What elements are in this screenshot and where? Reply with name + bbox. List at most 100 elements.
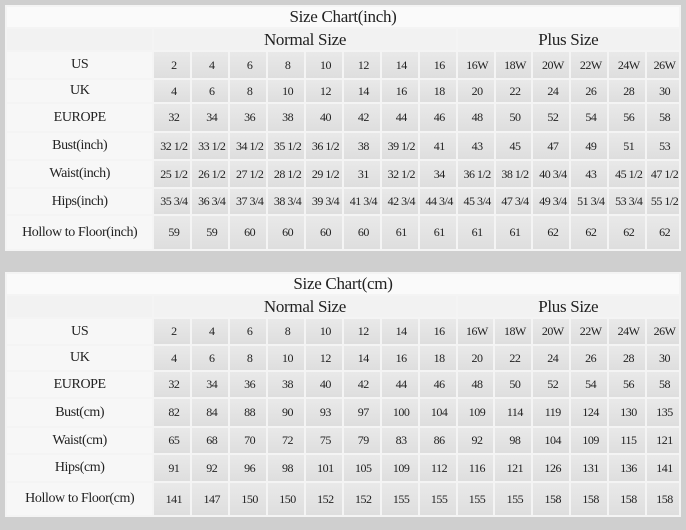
size-value-cell: 61 bbox=[455, 214, 496, 251]
size-value-cell: 158 bbox=[531, 481, 572, 517]
table-row: Hips(inch) 35 3/4 36 3/4 37 3/4 38 3/4 39 3/4… bbox=[4, 187, 681, 216]
size-value-cell: 52 bbox=[531, 102, 572, 133]
row-label: Hollow to Floor(cm) bbox=[4, 481, 155, 517]
size-value-cell: 155 bbox=[417, 481, 458, 517]
size-value-cell: 16 bbox=[379, 344, 420, 372]
size-value-cell: 52 bbox=[531, 370, 572, 399]
size-value-cell: 22 bbox=[493, 78, 534, 104]
size-value-cell: 54 bbox=[569, 370, 610, 399]
size-value-cell: 16W bbox=[455, 317, 496, 346]
size-value-cell: 60 bbox=[304, 214, 344, 251]
size-value-cell: 36 1/2 bbox=[455, 159, 496, 189]
size-value-cell: 31 bbox=[341, 159, 382, 189]
size-value-cell: 18 bbox=[417, 78, 458, 104]
size-value-cell: 82 bbox=[152, 397, 193, 428]
size-chart-inch-table: Size Chart(inch) Normal Size Plus Size US 2 4… bbox=[4, 5, 682, 251]
size-value-cell: 72 bbox=[266, 426, 306, 455]
row-label: EUROPE bbox=[4, 370, 155, 399]
size-value-cell: 124 bbox=[569, 397, 610, 428]
table-row: EUROPE 32 34 36 38 40 42 44 46 48 50 52 54 56 58 bbox=[4, 370, 682, 399]
group-plus-size: Plus Size bbox=[455, 294, 682, 319]
size-value-cell: 62 bbox=[569, 214, 610, 251]
size-value-cell: 68 bbox=[190, 426, 231, 455]
table-row: Bust(inch) 32 1/2 33 1/2 34 1/2 35 1/2 36 1/2… bbox=[4, 131, 681, 161]
size-value-cell: 109 bbox=[455, 397, 496, 428]
size-value-cell: 40 bbox=[304, 102, 344, 133]
size-value-cell: 155 bbox=[455, 481, 496, 517]
size-value-cell: 8 bbox=[266, 50, 307, 80]
size-value-cell: 61 bbox=[379, 214, 420, 251]
group-plus-size: Plus Size bbox=[455, 27, 682, 52]
row-label: Waist(inch) bbox=[4, 159, 155, 189]
size-value-cell: 60 bbox=[228, 214, 269, 251]
blank-header-cell bbox=[4, 294, 155, 319]
size-value-cell: 62 bbox=[531, 214, 572, 251]
size-value-cell: 50 bbox=[493, 102, 534, 133]
size-value-cell: 158 bbox=[644, 481, 682, 517]
size-value-cell: 12 bbox=[303, 344, 344, 372]
size-value-cell: 40 3/4 bbox=[531, 159, 572, 189]
size-value-cell: 16 bbox=[417, 317, 458, 346]
size-value-cell: 42 bbox=[341, 370, 382, 399]
size-value-cell: 30 bbox=[645, 78, 681, 104]
size-value-cell: 6 bbox=[190, 78, 231, 104]
size-value-cell: 47 1/2 bbox=[645, 159, 681, 189]
size-value-cell: 155 bbox=[379, 481, 420, 517]
size-value-cell: 116 bbox=[455, 453, 496, 483]
size-value-cell: 131 bbox=[569, 453, 610, 483]
size-value-cell: 16W bbox=[455, 50, 496, 80]
size-value-cell: 49 bbox=[569, 131, 610, 161]
size-value-cell: 59 bbox=[152, 214, 193, 251]
size-value-cell: 24 bbox=[531, 344, 572, 372]
size-value-cell: 24W bbox=[607, 50, 648, 80]
size-value-cell: 20W bbox=[531, 50, 572, 80]
row-label: Waist(cm) bbox=[4, 426, 155, 455]
size-value-cell: 24 bbox=[531, 78, 572, 104]
size-value-cell: 43 bbox=[569, 159, 610, 189]
size-value-cell: 32 bbox=[152, 370, 193, 399]
size-value-cell: 41 bbox=[417, 131, 458, 161]
size-value-cell: 10 bbox=[304, 50, 344, 80]
size-value-cell: 158 bbox=[569, 481, 610, 517]
size-value-cell: 97 bbox=[341, 397, 382, 428]
size-value-cell: 112 bbox=[417, 453, 458, 483]
size-value-cell: 29 1/2 bbox=[304, 159, 344, 189]
size-value-cell: 101 bbox=[303, 453, 344, 483]
size-value-cell: 98 bbox=[266, 453, 306, 483]
size-value-cell: 42 3/4 bbox=[379, 187, 420, 216]
size-value-cell: 34 bbox=[190, 370, 231, 399]
size-value-cell: 22W bbox=[569, 50, 610, 80]
size-value-cell: 6 bbox=[228, 317, 269, 346]
size-value-cell: 25 1/2 bbox=[152, 159, 193, 189]
size-value-cell: 20 bbox=[455, 344, 496, 372]
size-value-cell: 18W bbox=[493, 317, 534, 346]
size-value-cell: 43 bbox=[455, 131, 496, 161]
size-value-cell: 56 bbox=[607, 370, 647, 399]
size-value-cell: 12 bbox=[341, 50, 382, 80]
size-value-cell: 27 1/2 bbox=[228, 159, 269, 189]
size-value-cell: 155 bbox=[493, 481, 534, 517]
size-value-cell: 65 bbox=[152, 426, 193, 455]
size-value-cell: 34 bbox=[190, 102, 231, 133]
size-value-cell: 152 bbox=[341, 481, 382, 517]
table-row: UK 4 6 8 10 12 14 16 18 20 22 24 26 28 30 bbox=[4, 78, 681, 104]
size-value-cell: 91 bbox=[152, 453, 193, 483]
size-value-cell: 28 bbox=[607, 78, 648, 104]
group-header-row: Normal Size Plus Size bbox=[4, 294, 682, 319]
size-value-cell: 46 bbox=[417, 102, 458, 133]
size-value-cell: 135 bbox=[644, 397, 682, 428]
row-label: US bbox=[4, 50, 155, 80]
size-value-cell: 109 bbox=[569, 426, 610, 455]
row-label: EUROPE bbox=[4, 102, 155, 133]
table-row: Waist(inch) 25 1/2 26 1/2 27 1/2 28 1/2 29 1/… bbox=[4, 159, 681, 189]
size-value-cell: 37 3/4 bbox=[228, 187, 269, 216]
row-label: UK bbox=[4, 344, 155, 372]
table-row: Hollow to Floor(inch) 59 59 60 60 60 60 61 61 61 6… bbox=[4, 214, 681, 251]
size-value-cell: 44 bbox=[379, 370, 420, 399]
size-value-cell: 136 bbox=[607, 453, 647, 483]
size-value-cell: 84 bbox=[190, 397, 231, 428]
size-value-cell: 93 bbox=[303, 397, 344, 428]
size-value-cell: 141 bbox=[644, 453, 682, 483]
size-value-cell: 105 bbox=[341, 453, 382, 483]
size-value-cell: 147 bbox=[190, 481, 231, 517]
